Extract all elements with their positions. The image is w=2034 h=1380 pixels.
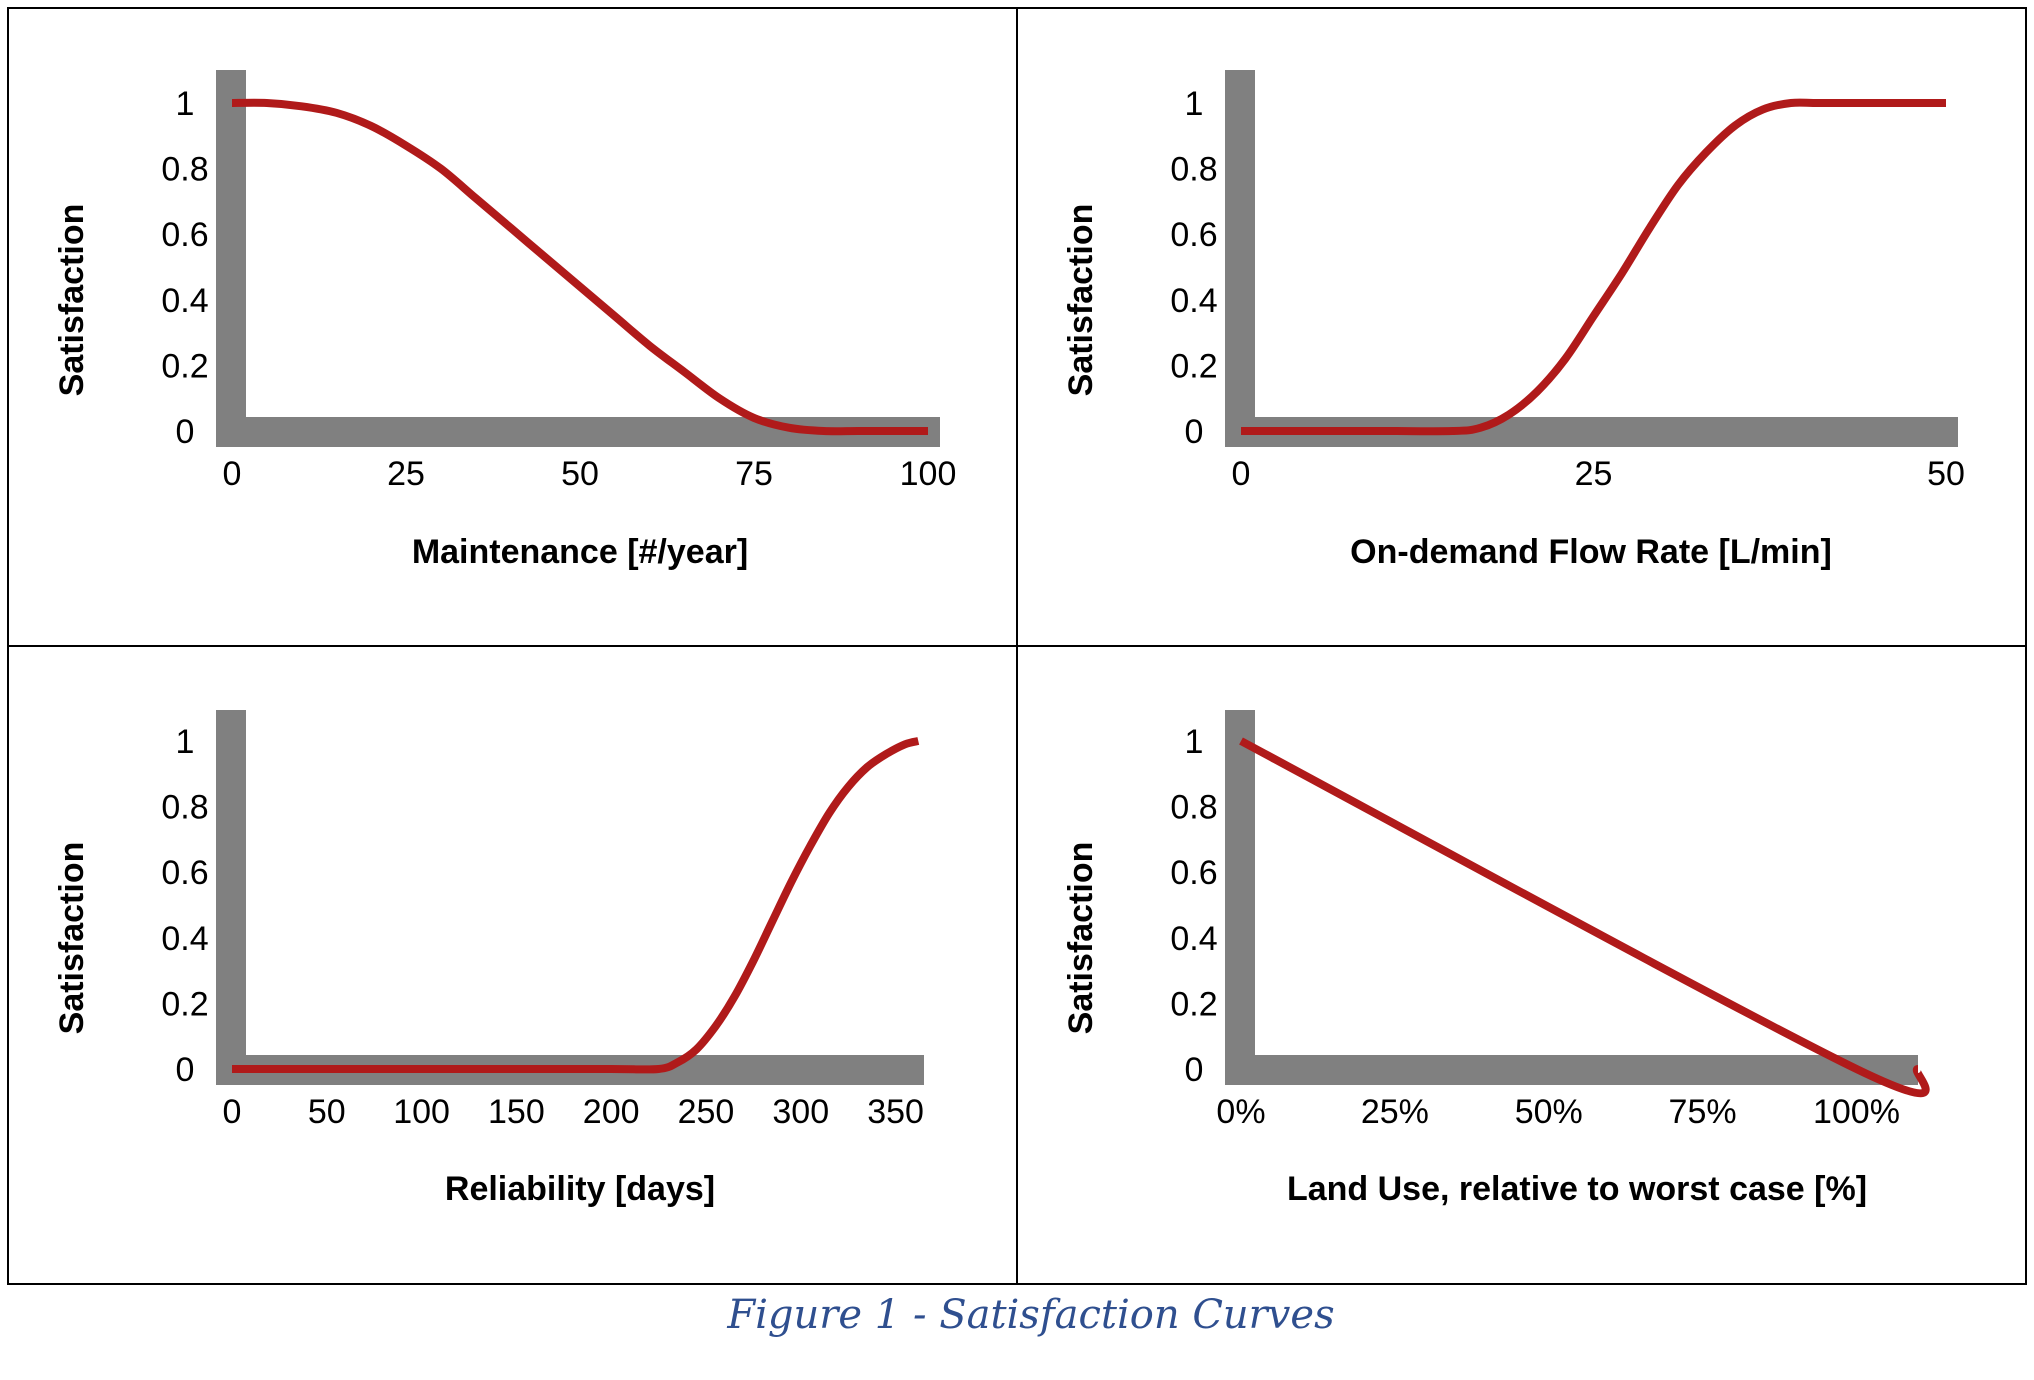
- x-tick-label: 200: [583, 1093, 640, 1131]
- y-axis-label: Satisfaction: [53, 842, 91, 1035]
- y-tick-label: 0.6: [1170, 216, 1217, 254]
- x-axis-label: Reliability [days]: [445, 1170, 715, 1208]
- y-tick-label: 0: [1185, 413, 1204, 451]
- x-tick-label: 100%: [1813, 1093, 1900, 1131]
- satisfaction-curve: [231, 98, 928, 436]
- x-axis-label: Land Use, relative to worst case [%]: [1287, 1170, 1867, 1208]
- x-tick-label: 25: [1575, 455, 1613, 493]
- x-tick-label: 50: [1927, 455, 1965, 493]
- y-tick-label: 0.2: [1170, 985, 1217, 1023]
- chart-panel-3: 0 0.2 0.4 0.6 0.8 1 0 50 100 150 200 250 300 350 Relia…: [53, 710, 924, 1208]
- y-axis-bar: [1225, 70, 1255, 447]
- y-tick-label: 0.4: [161, 920, 208, 958]
- x-tick-label: 100: [393, 1093, 450, 1131]
- x-tick-label: 150: [488, 1093, 545, 1131]
- x-tick-label: 50: [308, 1093, 346, 1131]
- chart-panel-4: 0 0.2 0.4 0.6 0.8 1 0% 25% 50% 75% 100% Land Use, r…: [1062, 710, 1930, 1208]
- satisfaction-curve: [232, 737, 920, 1074]
- y-axis-bar: [1225, 710, 1255, 1085]
- y-axis-label: Satisfaction: [1062, 204, 1100, 397]
- satisfaction-curve: [1241, 98, 1946, 436]
- x-axis-label: On-demand Flow Rate [L/min]: [1350, 533, 1832, 571]
- x-tick-label: 0: [223, 1093, 242, 1131]
- satisfaction-curve: [1239, 737, 1930, 1098]
- x-tick-label: 100: [900, 455, 957, 493]
- y-tick-label: 0.2: [1170, 347, 1217, 385]
- y-tick-label: 0.8: [1170, 151, 1217, 189]
- y-tick-label: 0: [176, 413, 195, 451]
- y-tick-label: 0.8: [1170, 789, 1217, 827]
- x-axis-label: Maintenance [#/year]: [412, 533, 748, 571]
- y-tick-label: 1: [176, 85, 195, 123]
- y-tick-label: 0.4: [161, 282, 208, 320]
- y-tick-label: 1: [1185, 723, 1204, 761]
- x-tick-label: 25%: [1361, 1093, 1429, 1131]
- x-tick-label: 0%: [1216, 1093, 1265, 1131]
- y-axis-label: Satisfaction: [53, 204, 91, 397]
- x-tick-label: 300: [772, 1093, 829, 1131]
- x-tick-label: 250: [678, 1093, 735, 1131]
- x-tick-label: 0: [1232, 455, 1251, 493]
- y-tick-label: 0.8: [161, 151, 208, 189]
- y-tick-label: 0.4: [1170, 920, 1217, 958]
- y-tick-label: 1: [176, 723, 195, 761]
- y-tick-label: 0.6: [161, 216, 208, 254]
- chart-panel-2: 0 0.2 0.4 0.6 0.8 1 0 25 50 On-demand Flow Rate […: [1062, 70, 1965, 571]
- y-axis-label: Satisfaction: [1062, 842, 1100, 1035]
- figure-caption: Figure 1 - Satisfaction Curves: [726, 1292, 1334, 1338]
- x-tick-label: 0: [223, 455, 242, 493]
- x-tick-label: 75: [735, 455, 773, 493]
- y-tick-label: 0: [176, 1051, 195, 1089]
- y-tick-label: 0.6: [161, 854, 208, 892]
- x-tick-label: 350: [867, 1093, 924, 1131]
- x-tick-label: 50: [561, 455, 599, 493]
- x-axis-bar: [1225, 1055, 1918, 1085]
- y-tick-label: 0.8: [161, 789, 208, 827]
- y-tick-label: 0.2: [161, 347, 208, 385]
- x-tick-label: 50%: [1515, 1093, 1583, 1131]
- chart-panel-1: 0 0.2 0.4 0.6 0.8 1 0 25 50 75 100 Maintenance [#/y…: [53, 70, 956, 571]
- y-tick-label: 0.6: [1170, 854, 1217, 892]
- y-tick-label: 0.4: [1170, 282, 1217, 320]
- y-tick-label: 1: [1185, 85, 1204, 123]
- y-axis-bar: [216, 70, 246, 447]
- y-axis-bar: [216, 710, 246, 1085]
- y-tick-label: 0: [1185, 1051, 1204, 1089]
- x-tick-label: 75%: [1669, 1093, 1737, 1131]
- y-tick-label: 0.2: [161, 985, 208, 1023]
- x-tick-label: 25: [387, 455, 425, 493]
